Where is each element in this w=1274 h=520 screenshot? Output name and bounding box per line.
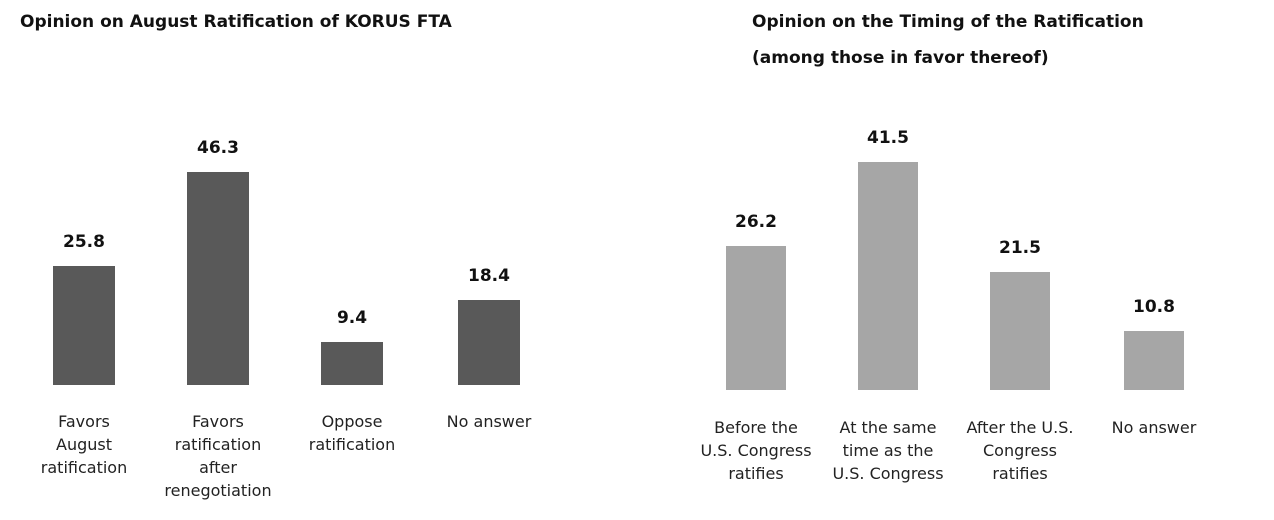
x-tick-label: No answer: [446, 412, 532, 431]
bar: [321, 341, 383, 385]
data-label: 9.4: [336, 307, 368, 328]
data-label: 25.8: [63, 232, 105, 253]
data-label: 41.5: [867, 127, 909, 148]
x-tick-label: No answer: [1111, 418, 1197, 437]
x-tick-label: Before the U.S. Congress ratifies: [700, 418, 812, 483]
x-tick-label: After the U.S. Congress ratifies: [966, 418, 1074, 483]
bar: [858, 161, 918, 390]
x-tick-label: Favors August ratification: [40, 412, 128, 477]
bar: [990, 271, 1050, 390]
data-label: 26.2: [735, 211, 777, 232]
bar: [1124, 330, 1184, 390]
bar: [187, 172, 249, 385]
bar: [53, 266, 115, 385]
data-label: 21.5: [999, 237, 1041, 258]
x-tick-label: At the same time as the U.S. Congress: [832, 418, 944, 483]
data-label: 10.8: [1133, 296, 1175, 317]
x-tick-label: Oppose ratification: [308, 412, 396, 454]
chart-title: Opinion on the Timing of the Ratificatio…: [752, 12, 1144, 68]
data-label: 46.3: [197, 138, 239, 159]
bar: [726, 245, 786, 390]
bar: [458, 300, 520, 385]
data-label: 18.4: [468, 266, 510, 287]
x-tick-label: Favors ratification after renegotiation: [164, 412, 272, 500]
chart-title: Opinion on August Ratification of KORUS …: [20, 12, 452, 32]
